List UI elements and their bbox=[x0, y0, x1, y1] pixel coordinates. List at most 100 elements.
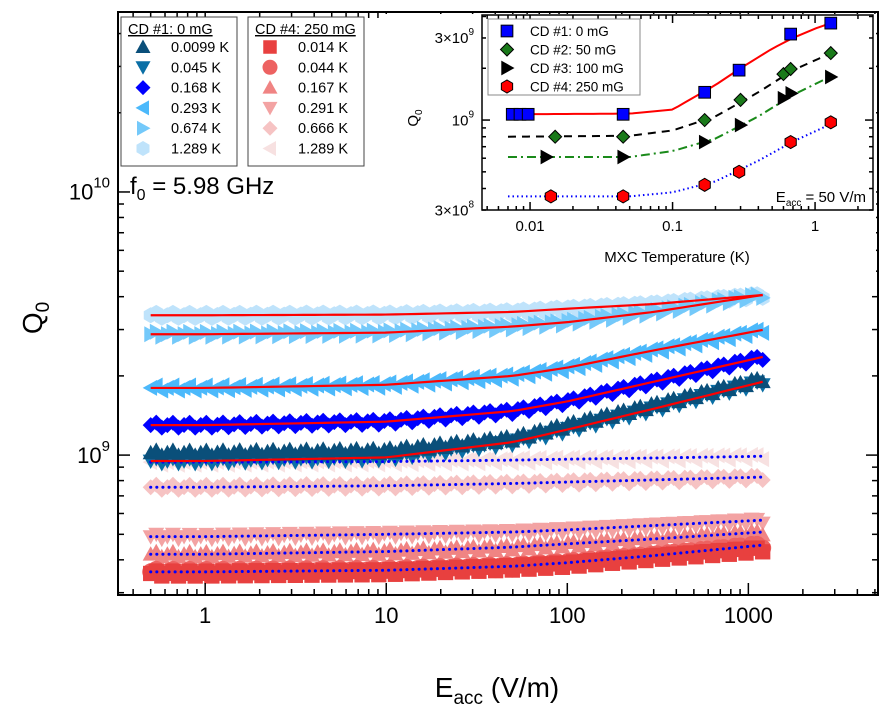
fit-line bbox=[149, 475, 765, 489]
data-point bbox=[755, 544, 771, 560]
inset-series-2 bbox=[547, 45, 838, 144]
legend-marker bbox=[262, 59, 278, 75]
legend-marker bbox=[262, 80, 278, 94]
main-legends: CD #1: 0 mG 0.0099 K 0.045 K 0.168 K 0.293 K… bbox=[120, 16, 365, 167]
fit-line bbox=[149, 543, 765, 574]
inset-data-point bbox=[617, 149, 631, 165]
legend-marker bbox=[263, 40, 277, 54]
data-point bbox=[676, 335, 692, 352]
inset-data-point bbox=[615, 129, 631, 144]
inset-eacc-annotation: Eacc = 50 V/m bbox=[776, 189, 866, 209]
x-tick-label: 0.1 bbox=[662, 218, 683, 235]
inset-data-point bbox=[616, 107, 630, 121]
inset-legend-label: CD #2: 50 mG bbox=[530, 43, 616, 58]
inset-series-3 bbox=[540, 69, 839, 165]
y-tick-label-exponent: 9 bbox=[468, 27, 474, 38]
data-point bbox=[754, 471, 771, 488]
fit-line bbox=[150, 355, 763, 427]
inset-data-point bbox=[824, 16, 838, 30]
inset-legend-label: CD #4: 250 mG bbox=[530, 80, 624, 95]
frequency-annotation: f0 = 5.98 GHz bbox=[130, 173, 274, 204]
legend-label: 0.014 K bbox=[298, 40, 348, 56]
inset-data-point bbox=[824, 115, 837, 130]
inset-fit-line bbox=[507, 75, 832, 158]
inset-series-1 bbox=[505, 16, 838, 121]
data-point bbox=[754, 324, 770, 341]
inset-data-point bbox=[544, 189, 558, 204]
data-point bbox=[476, 451, 491, 468]
fit-line bbox=[150, 328, 763, 390]
y-tick-label-base: 10 bbox=[77, 443, 101, 468]
inset-axes-frame bbox=[481, 14, 874, 211]
fit-line bbox=[150, 293, 763, 336]
fit-line bbox=[149, 518, 765, 539]
data-point bbox=[754, 516, 771, 532]
inset-data-point bbox=[734, 117, 749, 133]
legend-label: 0.293 K bbox=[171, 101, 221, 117]
y-tick-label-exponent: 9 bbox=[468, 109, 474, 120]
main-axes-frame bbox=[117, 11, 879, 596]
inset-fit-line bbox=[507, 52, 832, 138]
inset-legend-label: CD #1: 0 mG bbox=[530, 24, 609, 39]
fit-line bbox=[149, 454, 765, 464]
legend-label: 0.167 K bbox=[298, 81, 348, 97]
y-tick-label-base: 3×10 bbox=[435, 202, 469, 219]
legend-marker bbox=[262, 101, 278, 116]
fit-line bbox=[149, 530, 765, 556]
inset-data-point bbox=[617, 189, 630, 204]
x-tick-label: 1 bbox=[199, 603, 211, 628]
inset-data-point bbox=[733, 92, 748, 108]
legend-marker bbox=[137, 120, 151, 136]
inset-data-point bbox=[825, 69, 839, 85]
x-tick-label: 1 bbox=[811, 218, 819, 235]
legend-marker bbox=[135, 61, 151, 75]
y-tick-label: 3×108 bbox=[435, 199, 475, 219]
x-tick-label: 100 bbox=[549, 603, 586, 628]
y-tick-label-exponent: 9 bbox=[102, 438, 110, 455]
series-0-168-K bbox=[142, 349, 771, 436]
series-0-0099-K bbox=[142, 370, 771, 462]
x-tick-label: 10 bbox=[374, 603, 398, 628]
y-tick-label-base: 10 bbox=[69, 180, 93, 205]
y-axis-label: Q0 bbox=[17, 302, 54, 334]
x-tick-label: 1000 bbox=[724, 603, 773, 628]
legend-label: 0.666 K bbox=[298, 121, 348, 137]
inset-data-point bbox=[777, 90, 791, 106]
data-point bbox=[660, 338, 675, 355]
series-0-666-K bbox=[142, 467, 771, 498]
inset-fit-line bbox=[507, 20, 837, 116]
inset-plot-area bbox=[505, 16, 839, 204]
fit-line bbox=[150, 380, 763, 463]
legend-marker bbox=[135, 80, 151, 96]
inset-legend: CD #1: 0 mG CD #2: 50 mG CD #3: 100 mG CD #… bbox=[487, 18, 641, 96]
legend-label: 1.289 K bbox=[171, 142, 221, 158]
data-point bbox=[754, 351, 771, 368]
y-tick-label-base: 10 bbox=[452, 112, 469, 129]
y-tick-label: 109 bbox=[452, 109, 475, 129]
legend-label: 0.168 K bbox=[171, 81, 221, 97]
inset-legend-marker bbox=[500, 79, 514, 94]
data-point bbox=[756, 289, 771, 306]
inset-data-point bbox=[540, 149, 554, 165]
legend-marker bbox=[262, 120, 278, 136]
legend-box-2: CD #4: 250 mG 0.014 K 0.044 K 0.167 K 0.291 … bbox=[247, 16, 365, 167]
inset-y-axis-label: Q0 bbox=[405, 109, 425, 127]
legend-marker bbox=[136, 141, 150, 156]
inset-legend-marker bbox=[499, 42, 515, 57]
y-tick-label: 1010 bbox=[69, 175, 110, 205]
inset-data-point bbox=[784, 134, 797, 150]
inset-data-point bbox=[732, 63, 746, 77]
fit-line bbox=[150, 293, 763, 317]
inset-data-point bbox=[698, 177, 711, 192]
legend-label: 0.674 K bbox=[171, 121, 221, 137]
inset-data-point bbox=[783, 61, 798, 77]
y-tick-label: 109 bbox=[77, 438, 110, 468]
legend-marker bbox=[262, 141, 276, 156]
inset-data-point bbox=[785, 85, 799, 101]
legend-label: 1.289 K bbox=[298, 142, 348, 158]
inset-legend-label: CD #3: 100 mG bbox=[530, 61, 624, 76]
inset-data-point bbox=[521, 107, 535, 121]
inset-x-axis-label: MXC Temperature (K) bbox=[604, 249, 750, 266]
